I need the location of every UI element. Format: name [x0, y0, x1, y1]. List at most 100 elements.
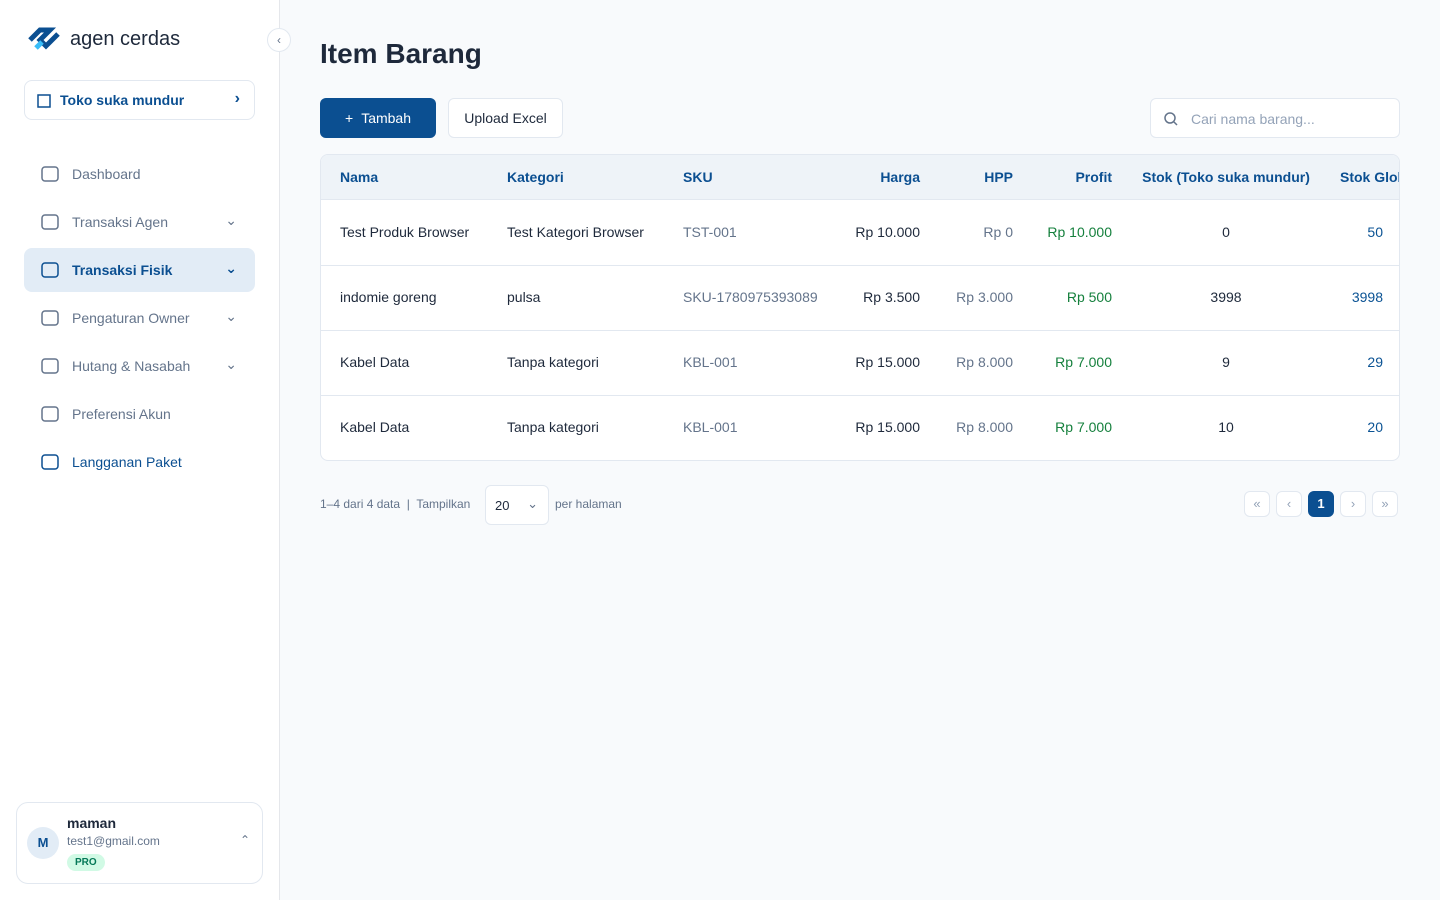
table-cell: Rp 0 — [983, 224, 1013, 240]
table-cell: indomie goreng — [340, 289, 437, 305]
store-selector[interactable]: Toko suka mundur › — [24, 80, 255, 120]
table-cell: Test Produk Browser — [340, 224, 470, 240]
menu-label: Pengaturan Owner — [72, 310, 190, 326]
table-cell: Rp 500 — [1066, 289, 1112, 305]
table-cell: Rp 15.000 — [855, 419, 920, 435]
prev-page[interactable]: ‹ — [1276, 491, 1302, 517]
table-cell: Rp 3.500 — [863, 289, 920, 305]
table-cell: 10 — [1218, 419, 1234, 435]
column-header[interactable]: Kategori — [507, 169, 564, 185]
next-page[interactable]: › — [1340, 491, 1366, 517]
table-cell: Tanpa kategori — [507, 419, 599, 435]
table-cell: Kabel Data — [340, 419, 410, 435]
row-divider — [321, 330, 1399, 331]
column-header[interactable]: Profit — [1075, 169, 1112, 185]
table-cell: 20 — [1367, 419, 1383, 435]
menu-icon — [41, 358, 59, 374]
menu-item[interactable]: Transaksi Agen ⌄ — [24, 200, 255, 244]
chevron: ⌄ — [225, 308, 237, 324]
user-email: test1@gmail.com — [67, 834, 160, 848]
column-header[interactable]: Harga — [880, 169, 920, 185]
menu-label: Preferensi Akun — [72, 406, 171, 422]
column-header: Stok Global — [1340, 169, 1399, 185]
table-cell: Tanpa kategori — [507, 354, 599, 370]
table-cell: Rp 7.000 — [1055, 419, 1112, 435]
menu-label: Transaksi Fisik — [72, 262, 173, 278]
table-cell: 3998 — [1210, 289, 1242, 305]
menu-item[interactable]: Dashboard — [24, 152, 255, 196]
menu-icon — [41, 214, 59, 230]
table-cell: Rp 8.000 — [956, 419, 1013, 435]
menu-label: Transaksi Agen — [72, 214, 168, 230]
table-cell: KBL-001 — [683, 354, 738, 370]
row-divider — [321, 265, 1399, 266]
menu-item[interactable]: Langganan Paket — [24, 440, 255, 484]
menu-icon — [41, 454, 59, 470]
menu-item[interactable]: Preferensi Akun — [24, 392, 255, 436]
table-cell: Rp 15.000 — [855, 354, 920, 370]
show-label: Tampilkan — [416, 497, 471, 511]
table-cell: TST-001 — [683, 224, 737, 240]
table-cell: Test Kategori Browser — [507, 224, 644, 240]
search-icon — [1164, 112, 1178, 126]
table-cell: Rp 10.000 — [855, 224, 920, 240]
column-header[interactable]: HPP — [984, 169, 1013, 185]
search-input[interactable]: Cari nama barang... — [1150, 98, 1400, 138]
menu-item[interactable]: Pengaturan Owner ⌄ — [24, 296, 255, 340]
column-header[interactable]: SKU — [683, 169, 713, 185]
chevron: ⌄ — [527, 496, 538, 511]
table-cell: Rp 7.000 — [1055, 354, 1112, 370]
menu-icon — [41, 406, 59, 422]
row-divider — [321, 395, 1399, 396]
plan-badge: PRO — [67, 854, 105, 871]
table-cell: 50 — [1367, 224, 1383, 240]
table-cell: Kabel Data — [340, 354, 410, 370]
collapse-button[interactable]: ‹ — [267, 28, 291, 52]
pagination-summary: 1–4 dari 4 data | Tampilkan — [320, 497, 471, 511]
upload-button[interactable]: Upload Excel — [448, 98, 563, 138]
summary: 1–4 dari 4 data — [320, 497, 401, 511]
brand: agen cerdas — [70, 28, 181, 50]
column-header[interactable]: Stok (Toko suka mundur) — [1142, 169, 1310, 185]
last-page[interactable]: » — [1372, 491, 1398, 517]
add-button[interactable]: + Tambah — [320, 98, 436, 138]
search-placeholder: Cari nama barang... — [1191, 111, 1315, 127]
menu-item[interactable]: Transaksi Fisik ⌄ — [24, 248, 255, 292]
page-title: Item Barang — [320, 38, 482, 69]
per-page-value: 20 — [495, 498, 510, 513]
menu-icon — [41, 166, 59, 182]
table-cell: Rp 8.000 — [956, 354, 1013, 370]
avatar: M — [27, 827, 59, 859]
menu-label: Hutang & Nasabah — [72, 358, 191, 374]
menu-item[interactable]: Hutang & Nasabah ⌄ — [24, 344, 255, 388]
table-cell: pulsa — [507, 289, 541, 305]
plus: + — [345, 110, 354, 126]
per-page-suffix: per halaman — [555, 497, 622, 511]
chevron: › — [234, 90, 240, 107]
user-name: maman — [67, 815, 117, 831]
first-page[interactable]: « — [1244, 491, 1270, 517]
table-header — [321, 155, 1399, 200]
chevron: ⌃ — [239, 833, 250, 847]
menu-icon — [41, 262, 59, 278]
logo — [28, 27, 60, 50]
column-header[interactable]: Nama — [340, 169, 379, 185]
table-cell: Rp 10.000 — [1047, 224, 1112, 240]
table-cell: 3998 — [1351, 289, 1383, 305]
menu-label: Langganan Paket — [72, 454, 182, 470]
table-cell: KBL-001 — [683, 419, 738, 435]
store-icon — [37, 94, 51, 108]
table: Nama Kategori SKU Harga HPP Profit Stok (Toko … — [320, 154, 1400, 461]
table-cell: SKU-1780975393089 — [683, 289, 818, 305]
table-cell: 29 — [1367, 354, 1383, 370]
table-cell: 0 — [1222, 224, 1230, 240]
current-page[interactable]: 1 — [1308, 491, 1334, 517]
user-card[interactable]: M maman test1@gmail.com PRO ⌃ — [16, 802, 263, 884]
chevron: ⌄ — [225, 356, 237, 372]
store-name: Toko suka mundur — [60, 92, 185, 108]
table-cell: Rp 3.000 — [956, 289, 1013, 305]
per-page-select[interactable]: 20 ⌄ — [485, 485, 549, 525]
add-label: Tambah — [361, 110, 411, 126]
